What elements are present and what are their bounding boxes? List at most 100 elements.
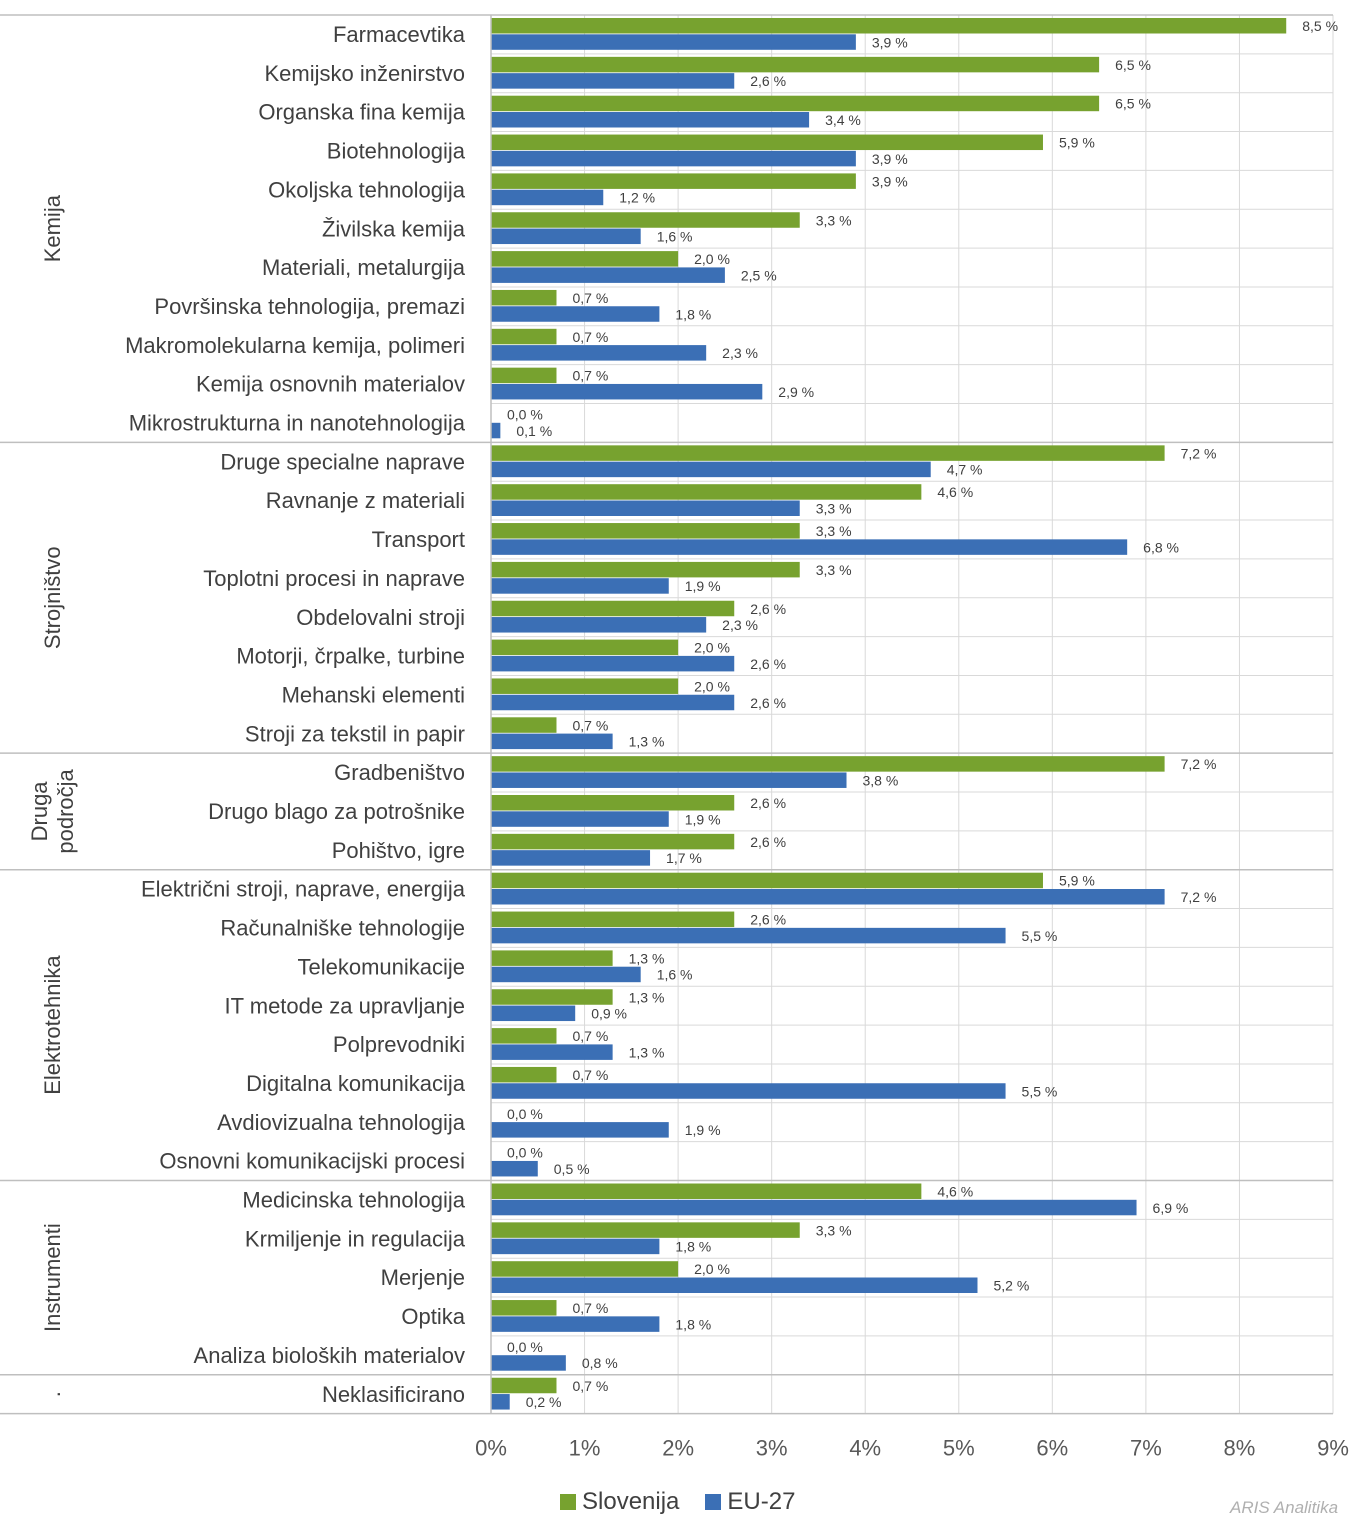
value-label-slovenija-neklasificirano: 0,7 % [572, 1378, 608, 1394]
bar-slovenija-obdelovalni-stroji [491, 600, 735, 617]
legend-item-eu27: EU-27 [705, 1488, 795, 1516]
value-label-slovenija-drugo-blago-za-potrosnike: 2,6 % [750, 795, 786, 811]
bar-slovenija-organska-fina-kemija [491, 95, 1100, 112]
bar-slovenija-neklasificirano [491, 1377, 557, 1394]
value-label-slovenija-mikrostrukturna-in-nanotehnologija: 0,0 % [507, 407, 543, 423]
value-label-eu-27-krmiljenje-in-regulacija: 1,8 % [675, 1239, 711, 1255]
bar-eu-27-avdiovizualna-tehnologija [491, 1122, 669, 1138]
group-label-line: Instrumenti [40, 1223, 65, 1332]
bar-eu-27-medicinska-tehnologija [491, 1199, 1137, 1216]
category-label-analiza-bioloskih-materialov: Analiza bioloških materialov [194, 1343, 465, 1368]
group-label-blank: . [40, 1391, 65, 1397]
x-tick-label-6: 6% [1036, 1436, 1068, 1461]
value-label-eu-27-druge-specialne-naprave: 4,7 % [947, 462, 983, 478]
value-label-eu-27-merjenje: 5,2 % [993, 1278, 1029, 1294]
category-label-polprevodniki: Polprevodniki [333, 1032, 465, 1057]
legend-item-slovenija: Slovenija [560, 1488, 679, 1516]
bar-slovenija-medicinska-tehnologija [491, 1183, 922, 1199]
group-label-elektrotehnika: Elektrotehnika [40, 955, 65, 1095]
value-label-eu-27-medicinska-tehnologija: 6,9 % [1153, 1200, 1189, 1216]
bar-eu-27-kemija-osnovnih-materialov [491, 383, 763, 400]
group-label-line: področja [53, 768, 78, 853]
bar-eu-27-biotehnologija [491, 150, 856, 167]
value-label-eu-27-biotehnologija: 3,9 % [872, 151, 908, 167]
value-label-slovenija-it-metode-za-upravljanje: 1,3 % [629, 989, 665, 1005]
bar-eu-27-mehanski-elementi [491, 694, 735, 711]
value-label-eu-27-kemija-osnovnih-materialov: 2,9 % [778, 384, 814, 400]
value-label-eu-27-mikrostrukturna-in-nanotehnologija: 0,1 % [516, 423, 552, 439]
bar-slovenija-stroji-za-tekstil-in-papir [491, 717, 557, 733]
legend: Slovenija EU-27 [560, 1488, 821, 1516]
bar-slovenija-krmiljenje-in-regulacija [491, 1222, 800, 1238]
bar-eu-27-neklasificirano [491, 1394, 510, 1410]
value-label-eu-27-polprevodniki: 1,3 % [629, 1044, 665, 1060]
x-tick-label-7: 7% [1130, 1436, 1162, 1461]
category-label-kemija-osnovnih-materialov: Kemija osnovnih materialov [196, 372, 465, 397]
value-label-slovenija-ravnanje-z-materiali: 4,6 % [937, 484, 973, 500]
bar-eu-27-analiza-bioloskih-materialov [491, 1355, 566, 1371]
bar-eu-27-drugo-blago-za-potrosnike [491, 811, 669, 827]
category-label-okoljska-tehnologija: Okoljska tehnologija [268, 177, 466, 202]
group-label-kemija: Kemija [40, 194, 65, 262]
bar-eu-27-toplotni-procesi-in-naprave [491, 578, 669, 594]
bar-slovenija-it-metode-za-upravljanje [491, 989, 613, 1005]
category-label-kemijsko-inzenirstvo: Kemijsko inženirstvo [264, 61, 465, 86]
bar-slovenija-materiali-metalurgija [491, 251, 679, 267]
category-label-biotehnologija: Biotehnologija [327, 139, 466, 164]
value-label-eu-27-it-metode-za-upravljanje: 0,9 % [591, 1006, 627, 1022]
category-label-druge-specialne-naprave: Druge specialne naprave [220, 449, 465, 474]
bar-slovenija-farmacevtika [491, 18, 1287, 34]
bar-slovenija-telekomunikacije [491, 950, 613, 966]
category-label-povrsinska-tehnologija-premazi: Površinska tehnologija, premazi [154, 294, 465, 319]
value-label-slovenija-kemija-osnovnih-materialov: 0,7 % [572, 368, 608, 384]
value-label-eu-27-pohistvo-igre: 1,7 % [666, 850, 702, 866]
category-label-gradbenistvo: Gradbeništvo [334, 760, 465, 785]
value-label-eu-27-farmacevtika: 3,9 % [872, 34, 908, 50]
value-label-slovenija-toplotni-procesi-in-naprave: 3,3 % [816, 562, 852, 578]
value-label-slovenija-medicinska-tehnologija: 4,6 % [937, 1184, 973, 1200]
bar-eu-27-povrsinska-tehnologija-premazi [491, 306, 660, 322]
value-label-eu-27-povrsinska-tehnologija-premazi: 1,8 % [675, 306, 711, 322]
bar-eu-27-obdelovalni-stroji [491, 617, 707, 633]
legend-label-slovenija: Slovenija [582, 1488, 680, 1515]
bar-eu-27-pohistvo-igre [491, 850, 651, 866]
category-label-racunalniske-tehnologije: Računalniške tehnologije [220, 916, 465, 941]
bar-eu-27-makromolekularna-kemija-polimeri [491, 345, 707, 361]
value-label-eu-27-drugo-blago-za-potrosnike: 1,9 % [685, 811, 721, 827]
category-label-merjenje: Merjenje [381, 1265, 465, 1290]
value-label-eu-27-ravnanje-z-materiali: 3,3 % [816, 501, 852, 517]
category-label-obdelovalni-stroji: Obdelovalni stroji [296, 605, 465, 630]
value-label-slovenija-pohistvo-igre: 2,6 % [750, 834, 786, 850]
value-label-eu-27-kemijsko-inzenirstvo: 2,6 % [750, 73, 786, 89]
value-label-slovenija-merjenje: 2,0 % [694, 1261, 730, 1277]
category-label-mehanski-elementi: Mehanski elementi [282, 682, 465, 707]
bar-slovenija-mehanski-elementi [491, 678, 679, 694]
value-label-slovenija-polprevodniki: 0,7 % [572, 1028, 608, 1044]
category-label-it-metode-za-upravljanje: IT metode za upravljanje [224, 993, 465, 1018]
bar-eu-27-merjenje [491, 1277, 978, 1293]
bar-eu-27-druge-specialne-naprave [491, 461, 931, 478]
value-label-eu-27-zivilska-kemija: 1,6 % [657, 229, 693, 245]
legend-swatch-eu27 [705, 1494, 722, 1510]
bar-eu-27-ravnanje-z-materiali [491, 500, 800, 516]
value-label-slovenija-telekomunikacije: 1,3 % [629, 950, 665, 966]
group-label-line: . [40, 1391, 65, 1397]
value-label-eu-27-gradbenistvo: 3,8 % [863, 772, 899, 788]
value-label-eu-27-racunalniske-tehnologije: 5,5 % [1022, 928, 1058, 944]
group-label-strojnistvo: Strojništvo [40, 546, 65, 649]
category-label-materiali-metalurgija: Materiali, metalurgija [262, 255, 466, 280]
group-label-line: Kemija [40, 194, 65, 262]
category-label-motorji-crpalke-turbine: Motorji, črpalke, turbine [236, 644, 465, 669]
value-label-eu-27-obdelovalni-stroji: 2,3 % [722, 617, 758, 633]
bar-eu-27-polprevodniki [491, 1044, 613, 1060]
value-label-slovenija-transport: 3,3 % [816, 523, 852, 539]
credit: ARIS Analitika [1230, 1498, 1339, 1517]
value-label-eu-27-optika: 1,8 % [675, 1316, 711, 1332]
category-label-digitalna-komunikacija: Digitalna komunikacija [246, 1071, 466, 1096]
value-label-eu-27-motorji-crpalke-turbine: 2,6 % [750, 656, 786, 672]
value-label-slovenija-optika: 0,7 % [572, 1300, 608, 1316]
bar-eu-27-telekomunikacije [491, 966, 641, 983]
bar-eu-27-organska-fina-kemija [491, 112, 810, 128]
value-label-slovenija-gradbenistvo: 7,2 % [1181, 756, 1217, 772]
